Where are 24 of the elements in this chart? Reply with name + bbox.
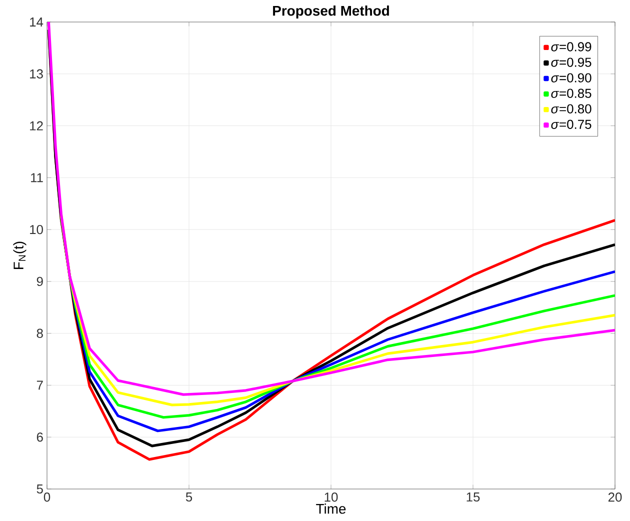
legend-label: σ=0.80: [551, 104, 592, 114]
x-tick-label: 10: [324, 492, 338, 502]
y-tick-label: 10: [30, 224, 43, 234]
legend-label: σ=0.75: [551, 120, 592, 129]
x-tick-label: 0: [44, 492, 50, 502]
y-axis-title: F$_{N}$(t): [13, 242, 26, 269]
y-tick-label: 14: [30, 18, 44, 26]
x-tick-label: 5: [186, 492, 192, 502]
y-tick-label: 12: [30, 121, 43, 130]
x-axis-title: Time: [316, 504, 346, 514]
y-tick-label: 11: [31, 173, 43, 182]
y-tick-label: 6: [36, 432, 43, 442]
legend-label: σ=0.99: [551, 42, 592, 52]
legend-label: σ=0.95: [551, 58, 592, 67]
legend-label: σ=0.85: [551, 88, 592, 98]
y-tick-label: 5: [36, 484, 43, 494]
y-tick-label: 9: [36, 276, 43, 286]
y-tick-label: 13: [30, 69, 43, 78]
chart-title: Proposed Method: [273, 5, 389, 18]
x-tick-label: 20: [608, 492, 622, 502]
x-tick-label: 15: [466, 492, 480, 502]
y-tick-label: 7: [36, 380, 43, 390]
legend-label: σ=0.90: [551, 73, 592, 82]
y-tick-label: 8: [36, 328, 43, 338]
